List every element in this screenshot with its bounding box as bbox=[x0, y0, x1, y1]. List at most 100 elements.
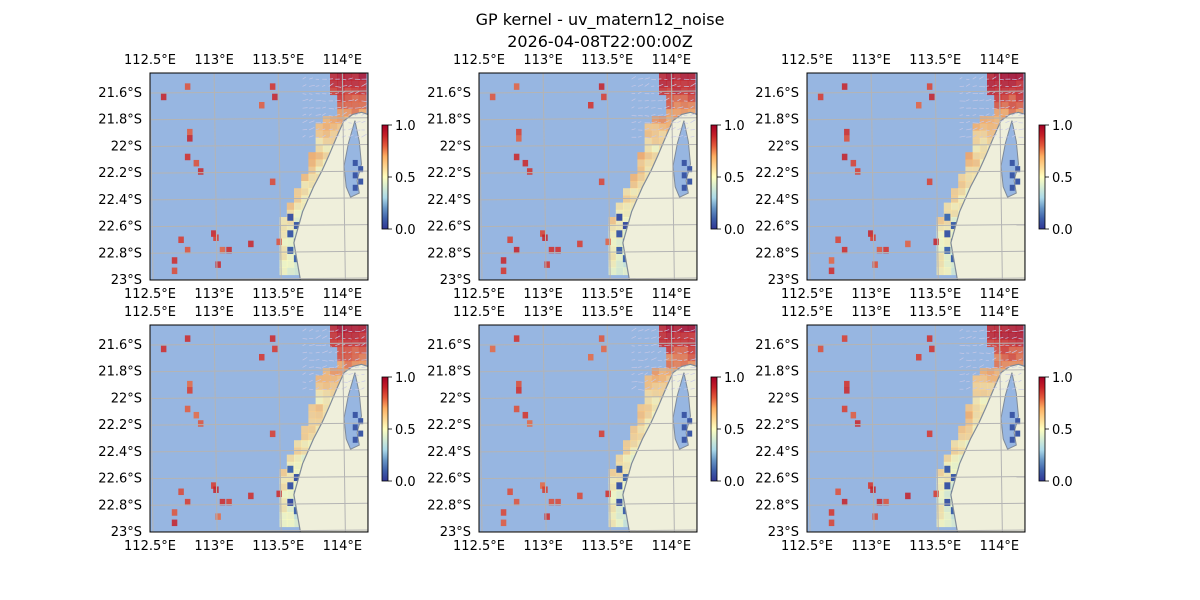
current-vector bbox=[651, 121, 658, 124]
heat-cell bbox=[926, 83, 933, 90]
y-tick-label: 22.4°S bbox=[427, 445, 471, 460]
heat-cell bbox=[1001, 109, 1010, 117]
heat-cell bbox=[987, 130, 995, 139]
heat-cell bbox=[315, 411, 324, 420]
current-vector bbox=[302, 93, 307, 95]
heat-cell bbox=[936, 490, 945, 499]
heat-cell bbox=[286, 469, 295, 477]
heat-cell bbox=[936, 483, 945, 492]
current-vector bbox=[677, 327, 683, 332]
heat-cell bbox=[1015, 353, 1024, 362]
heat-cell bbox=[308, 404, 317, 412]
heat-cell bbox=[259, 101, 265, 109]
heat-cell bbox=[666, 101, 674, 110]
current-vector bbox=[322, 328, 327, 332]
heat-cell bbox=[944, 246, 951, 254]
heat-cell bbox=[526, 420, 533, 427]
heat-cell bbox=[608, 497, 617, 506]
current-vector bbox=[651, 329, 657, 332]
current-vector bbox=[657, 83, 664, 87]
heat-cell bbox=[330, 130, 338, 139]
heat-cell bbox=[943, 224, 952, 232]
current-vector bbox=[677, 115, 683, 117]
heat-cell bbox=[294, 519, 302, 528]
current-vector bbox=[677, 98, 681, 102]
heat-cell bbox=[315, 152, 324, 160]
grid-line-lat bbox=[807, 422, 1025, 426]
current-vector bbox=[979, 127, 984, 131]
current-vector bbox=[985, 367, 992, 369]
heat-cell bbox=[301, 181, 309, 189]
heat-cell bbox=[644, 404, 653, 412]
current-vector bbox=[683, 122, 688, 124]
heat-cell bbox=[673, 80, 682, 88]
heat-cell bbox=[958, 425, 966, 434]
grid-line-lat bbox=[150, 502, 368, 506]
current-vector bbox=[992, 337, 997, 339]
heat-cell bbox=[1015, 430, 1021, 437]
current-vector bbox=[361, 380, 366, 383]
y-tick-label: 22°S bbox=[440, 391, 471, 406]
heat-cell bbox=[979, 382, 988, 391]
heat-cell bbox=[351, 353, 360, 362]
heat-cell bbox=[184, 246, 191, 254]
heat-cell bbox=[1009, 172, 1015, 179]
x-tick-label-bottom: 112.5°E bbox=[453, 539, 505, 554]
heat-cell bbox=[673, 332, 682, 340]
heat-cell bbox=[279, 483, 288, 492]
grid-line-lat bbox=[807, 502, 1025, 506]
heat-cell bbox=[279, 512, 288, 520]
heat-cell bbox=[294, 188, 302, 196]
x-tick-label-bottom: 114°E bbox=[980, 539, 1020, 554]
heat-cell bbox=[513, 335, 520, 342]
heat-cell bbox=[211, 482, 217, 489]
grid-line-lat bbox=[807, 170, 1025, 174]
heat-cell bbox=[1015, 418, 1021, 425]
heat-cell bbox=[933, 490, 939, 498]
heat-cell bbox=[958, 188, 966, 196]
grid-line-lat bbox=[150, 395, 368, 399]
y-tick-label: 23°S bbox=[440, 525, 471, 540]
y-tick-label: 22.6°S bbox=[755, 472, 799, 487]
heat-cell bbox=[951, 195, 959, 204]
heat-cell bbox=[608, 490, 617, 499]
current-vector bbox=[302, 76, 306, 80]
current-vector bbox=[1011, 134, 1016, 138]
heat-cell bbox=[972, 382, 981, 391]
current-vector bbox=[966, 128, 972, 131]
current-vector bbox=[322, 365, 327, 368]
current-vector bbox=[972, 336, 976, 339]
heat-cell bbox=[608, 469, 617, 477]
heat-cell bbox=[666, 80, 674, 88]
current-vector bbox=[631, 84, 636, 87]
current-vector bbox=[348, 134, 354, 138]
heat-cell bbox=[943, 490, 952, 499]
heat-cell bbox=[651, 116, 660, 124]
heat-cell bbox=[555, 246, 561, 254]
heat-cell bbox=[659, 325, 667, 333]
current-vector bbox=[354, 113, 360, 116]
heat-cell bbox=[644, 411, 653, 420]
y-tick-label: 22.6°S bbox=[755, 220, 799, 235]
heat-cell bbox=[1009, 436, 1015, 443]
current-vector bbox=[335, 387, 340, 390]
current-vector bbox=[335, 92, 340, 95]
heat-cell bbox=[1001, 353, 1010, 362]
heat-cell bbox=[943, 253, 952, 261]
current-vector bbox=[992, 91, 996, 94]
heat-cell bbox=[623, 461, 631, 470]
current-vector bbox=[638, 84, 644, 87]
current-vector bbox=[664, 352, 669, 354]
heat-cell bbox=[637, 173, 646, 182]
current-vector bbox=[985, 388, 991, 391]
heat-cell bbox=[279, 519, 288, 528]
current-vector bbox=[309, 77, 313, 80]
heat-cell bbox=[687, 430, 693, 437]
heat-cell bbox=[588, 353, 594, 361]
heat-cell bbox=[666, 109, 674, 117]
heat-cell bbox=[286, 260, 295, 268]
current-vector bbox=[683, 337, 689, 339]
heat-cell bbox=[644, 145, 653, 153]
heat-cell bbox=[608, 476, 617, 484]
heat-cell bbox=[608, 245, 617, 254]
